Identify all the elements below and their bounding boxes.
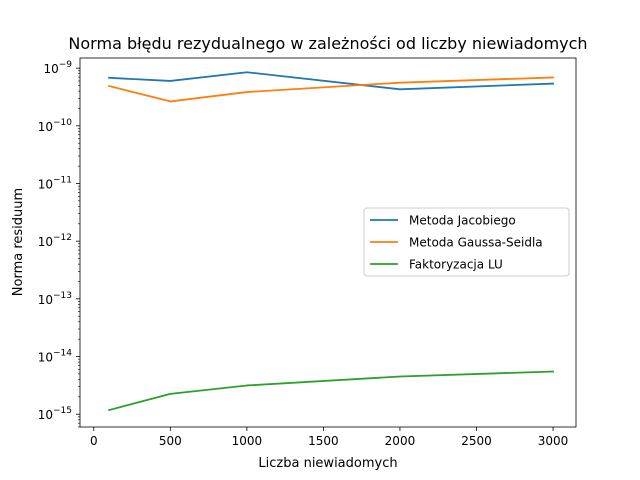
x-tick-label: 1000 — [232, 434, 263, 448]
x-tick-label: 500 — [159, 434, 182, 448]
x-tick-label: 1500 — [308, 434, 339, 448]
y-tick-label: 10−13 — [38, 291, 72, 307]
y-tick-label: 10−11 — [38, 176, 72, 192]
chart-title: Norma błędu rezydualnego w zależności od… — [68, 34, 587, 53]
x-tick-label: 2500 — [461, 434, 492, 448]
y-axis-label: Norma residuum — [11, 188, 26, 296]
y-tick-label: 10−9 — [43, 60, 72, 76]
y-tick-label: 10−14 — [38, 349, 73, 365]
legend-label-1: Metoda Gaussa-Seidla — [409, 236, 543, 250]
legend-box — [363, 207, 570, 277]
series-line-0 — [108, 71, 554, 91]
x-tick-label: 0 — [90, 434, 98, 448]
series-line-1 — [107, 76, 554, 103]
plot-frame — [79, 57, 577, 428]
y-tick-label: 10−10 — [38, 118, 73, 134]
x-axis: 0 500 1000 1500 2000 2500 3000 — [90, 427, 568, 448]
x-axis-label: Liczba niewiadomych — [258, 456, 397, 471]
legend: Metoda Jacobiego Metoda Gaussa-Seidla Fakt… — [363, 207, 570, 277]
series-lines — [107, 71, 554, 412]
y-tick-label: 10−15 — [38, 406, 72, 422]
legend-label-0: Metoda Jacobiego — [409, 214, 516, 228]
x-tick-label: 2000 — [385, 434, 416, 448]
y-tick-label: 10−12 — [38, 233, 72, 249]
y-axis: 10−15 10−14 10−13 10−12 10−11 10−10 10−9 — [38, 60, 80, 428]
legend-label-2: Faktoryzacja LU — [409, 258, 503, 272]
x-tick-label: 3000 — [538, 434, 569, 448]
series-line-2 — [107, 370, 554, 412]
